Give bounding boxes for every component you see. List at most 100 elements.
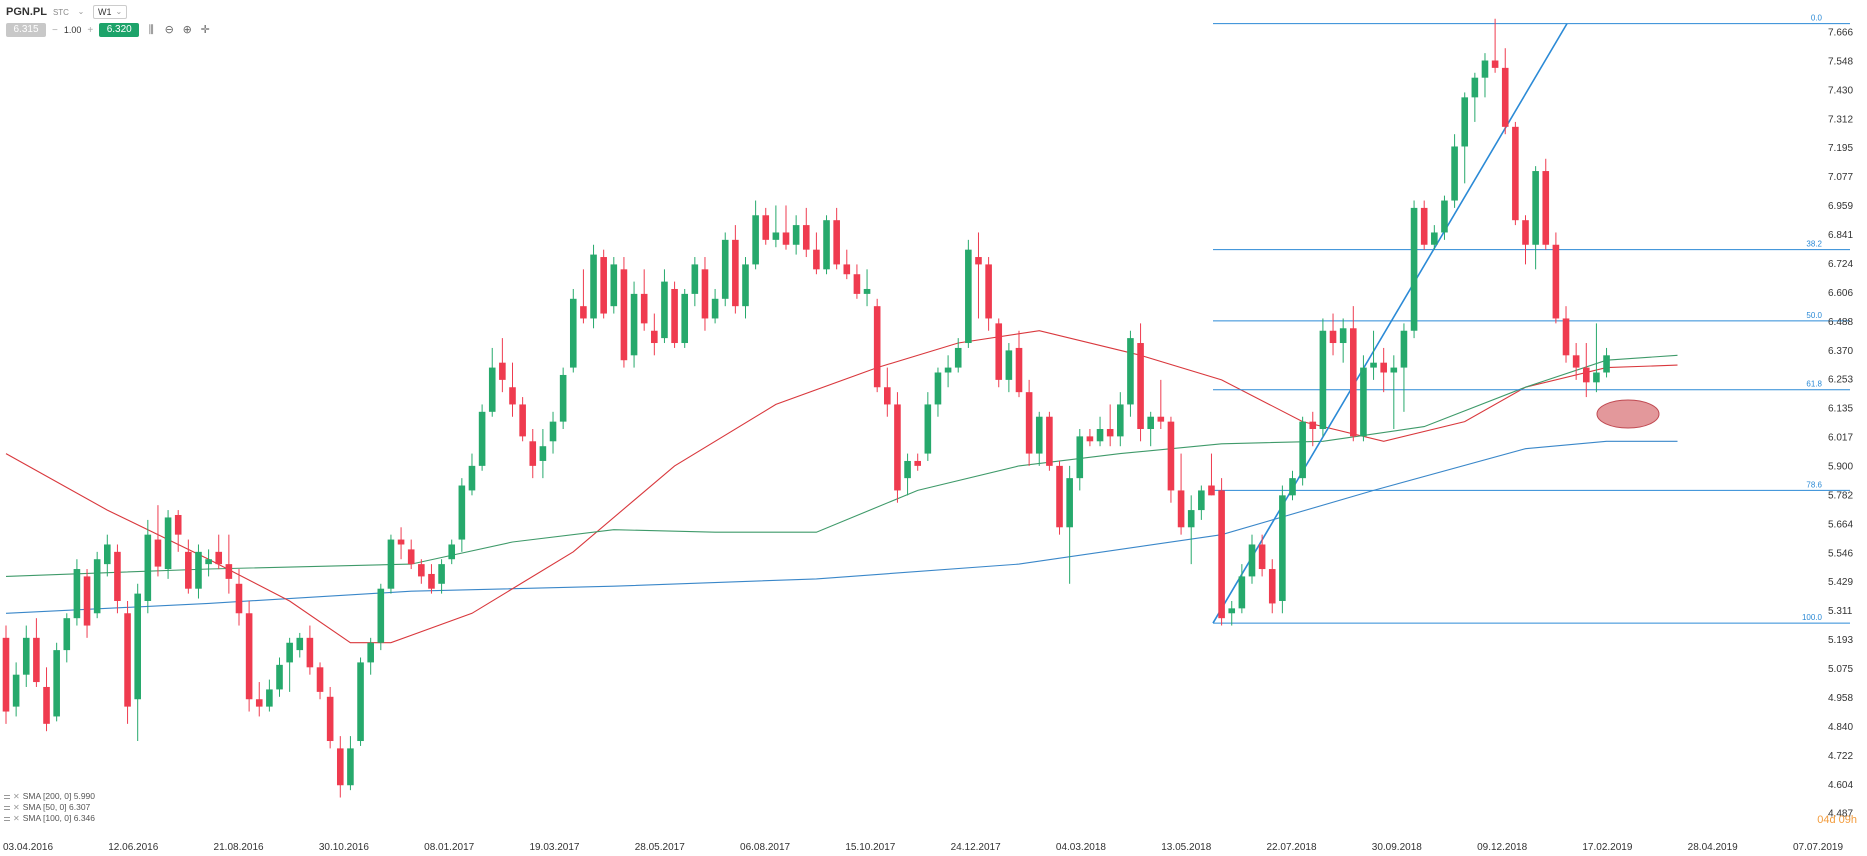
candle-body — [134, 593, 141, 700]
candle-body — [1491, 60, 1499, 68]
candle — [1593, 323, 1600, 393]
chevron-down-icon[interactable]: ⌄ — [77, 7, 85, 16]
x-tick-label: 09.12.2018 — [1477, 842, 1527, 853]
x-tick-label: 21.08.2016 — [214, 842, 264, 853]
candle-body — [782, 232, 790, 245]
candle-body — [174, 514, 182, 535]
legend-item-sma200[interactable]: ✕ SMA [200, 0] 5.990 — [4, 791, 95, 802]
candle-body — [488, 367, 496, 412]
candle-body — [549, 421, 557, 442]
candle — [1198, 485, 1205, 520]
candle — [1117, 392, 1124, 447]
candle-body — [1360, 367, 1367, 437]
candle-body — [1167, 421, 1175, 491]
ask-price-button[interactable]: 6.320 — [99, 23, 140, 37]
candle-body — [934, 372, 942, 405]
candle-body — [569, 298, 577, 368]
candle — [1238, 564, 1246, 614]
candle — [894, 392, 901, 503]
candle — [1501, 48, 1509, 135]
menu-icon[interactable] — [4, 805, 10, 811]
candle — [63, 613, 71, 663]
interval-select[interactable]: W1 ⌄ — [92, 5, 128, 19]
y-tick-label: 7.430 — [1828, 85, 1853, 96]
candle — [144, 519, 152, 614]
zoom-in-icon[interactable]: ⊕ — [182, 24, 192, 36]
candle — [205, 549, 212, 577]
candle — [428, 564, 435, 594]
legend-item-sma50[interactable]: ✕ SMA [50, 0] 6.307 — [4, 802, 95, 813]
candle — [701, 257, 709, 331]
candle-body — [1258, 544, 1266, 570]
y-tick-label: 6.370 — [1828, 346, 1853, 357]
y-tick-label: 6.253 — [1828, 375, 1853, 386]
close-icon[interactable]: ✕ — [13, 814, 20, 823]
x-tick-label: 22.07.2018 — [1266, 842, 1316, 853]
candle-body — [1572, 355, 1580, 368]
candle-body — [1522, 220, 1529, 245]
candle — [975, 232, 982, 319]
candle-body — [225, 564, 233, 579]
sma-line — [5, 440, 1678, 614]
candle-body — [1370, 362, 1377, 368]
candle — [1542, 158, 1550, 250]
candle-body — [1309, 421, 1317, 430]
candle — [73, 559, 81, 626]
symbol-subtitle: STC — [52, 7, 69, 17]
crosshair-icon[interactable]: ✛ — [200, 24, 210, 36]
candle-body — [428, 573, 435, 589]
x-tick-label: 03.04.2016 — [3, 842, 53, 853]
candle — [1532, 166, 1539, 270]
close-icon[interactable]: ✕ — [13, 803, 20, 812]
candle — [600, 249, 607, 319]
candle-body — [235, 583, 243, 614]
candle-body — [732, 239, 739, 307]
y-tick-label: 4.487 — [1828, 809, 1853, 820]
decrease-quantity-button[interactable]: − — [52, 24, 58, 36]
candle — [651, 313, 658, 356]
candle-body — [833, 220, 840, 265]
candle — [1167, 416, 1175, 503]
candle-body — [1481, 60, 1489, 78]
y-tick-label: 7.077 — [1828, 172, 1853, 183]
legend-item-sma100[interactable]: ✕ SMA [100, 0] 6.346 — [4, 813, 95, 824]
candle-body — [1420, 207, 1428, 245]
candle — [843, 249, 851, 280]
candle-body — [215, 551, 223, 565]
zoom-out-icon[interactable]: ⊖ — [164, 24, 174, 36]
candle-body — [438, 564, 445, 584]
bid-price-button[interactable]: 6.315 — [6, 23, 46, 37]
candle-body — [1532, 171, 1539, 245]
x-tick-label: 28.04.2019 — [1688, 842, 1738, 853]
candle — [1339, 318, 1347, 363]
increase-quantity-button[interactable]: + — [87, 24, 94, 36]
candle — [1370, 330, 1377, 380]
menu-icon[interactable] — [4, 794, 10, 800]
candle — [944, 355, 952, 388]
candle — [22, 625, 30, 687]
legend-label: SMA [200, 0] 5.990 — [22, 791, 96, 801]
candle-body — [367, 642, 374, 663]
candle-body — [245, 613, 253, 700]
close-icon[interactable]: ✕ — [13, 792, 20, 801]
x-tick-label: 13.05.2018 — [1161, 842, 1211, 853]
candle-body — [620, 269, 628, 361]
candle — [1562, 306, 1570, 363]
candle-body — [1289, 478, 1296, 496]
candles-icon[interactable]: ⫼ — [148, 24, 154, 36]
candle-body — [1603, 355, 1610, 373]
candle-body — [975, 257, 982, 265]
quantity-input[interactable]: 1.00 — [63, 25, 82, 35]
x-tick-label: 28.05.2017 — [635, 842, 685, 853]
indicator-legend: ✕ SMA [200, 0] 5.990 ✕ SMA [50, 0] 6.307 ✕… — [4, 791, 95, 824]
y-tick-label: 5.075 — [1828, 664, 1853, 675]
candle — [590, 244, 597, 329]
candle — [357, 657, 364, 746]
candle-body — [823, 220, 830, 270]
menu-icon[interactable] — [4, 816, 10, 822]
candle-body — [539, 446, 547, 461]
candle — [83, 569, 91, 638]
candle-body — [711, 298, 719, 319]
y-tick-label: 5.311 — [1828, 606, 1853, 617]
